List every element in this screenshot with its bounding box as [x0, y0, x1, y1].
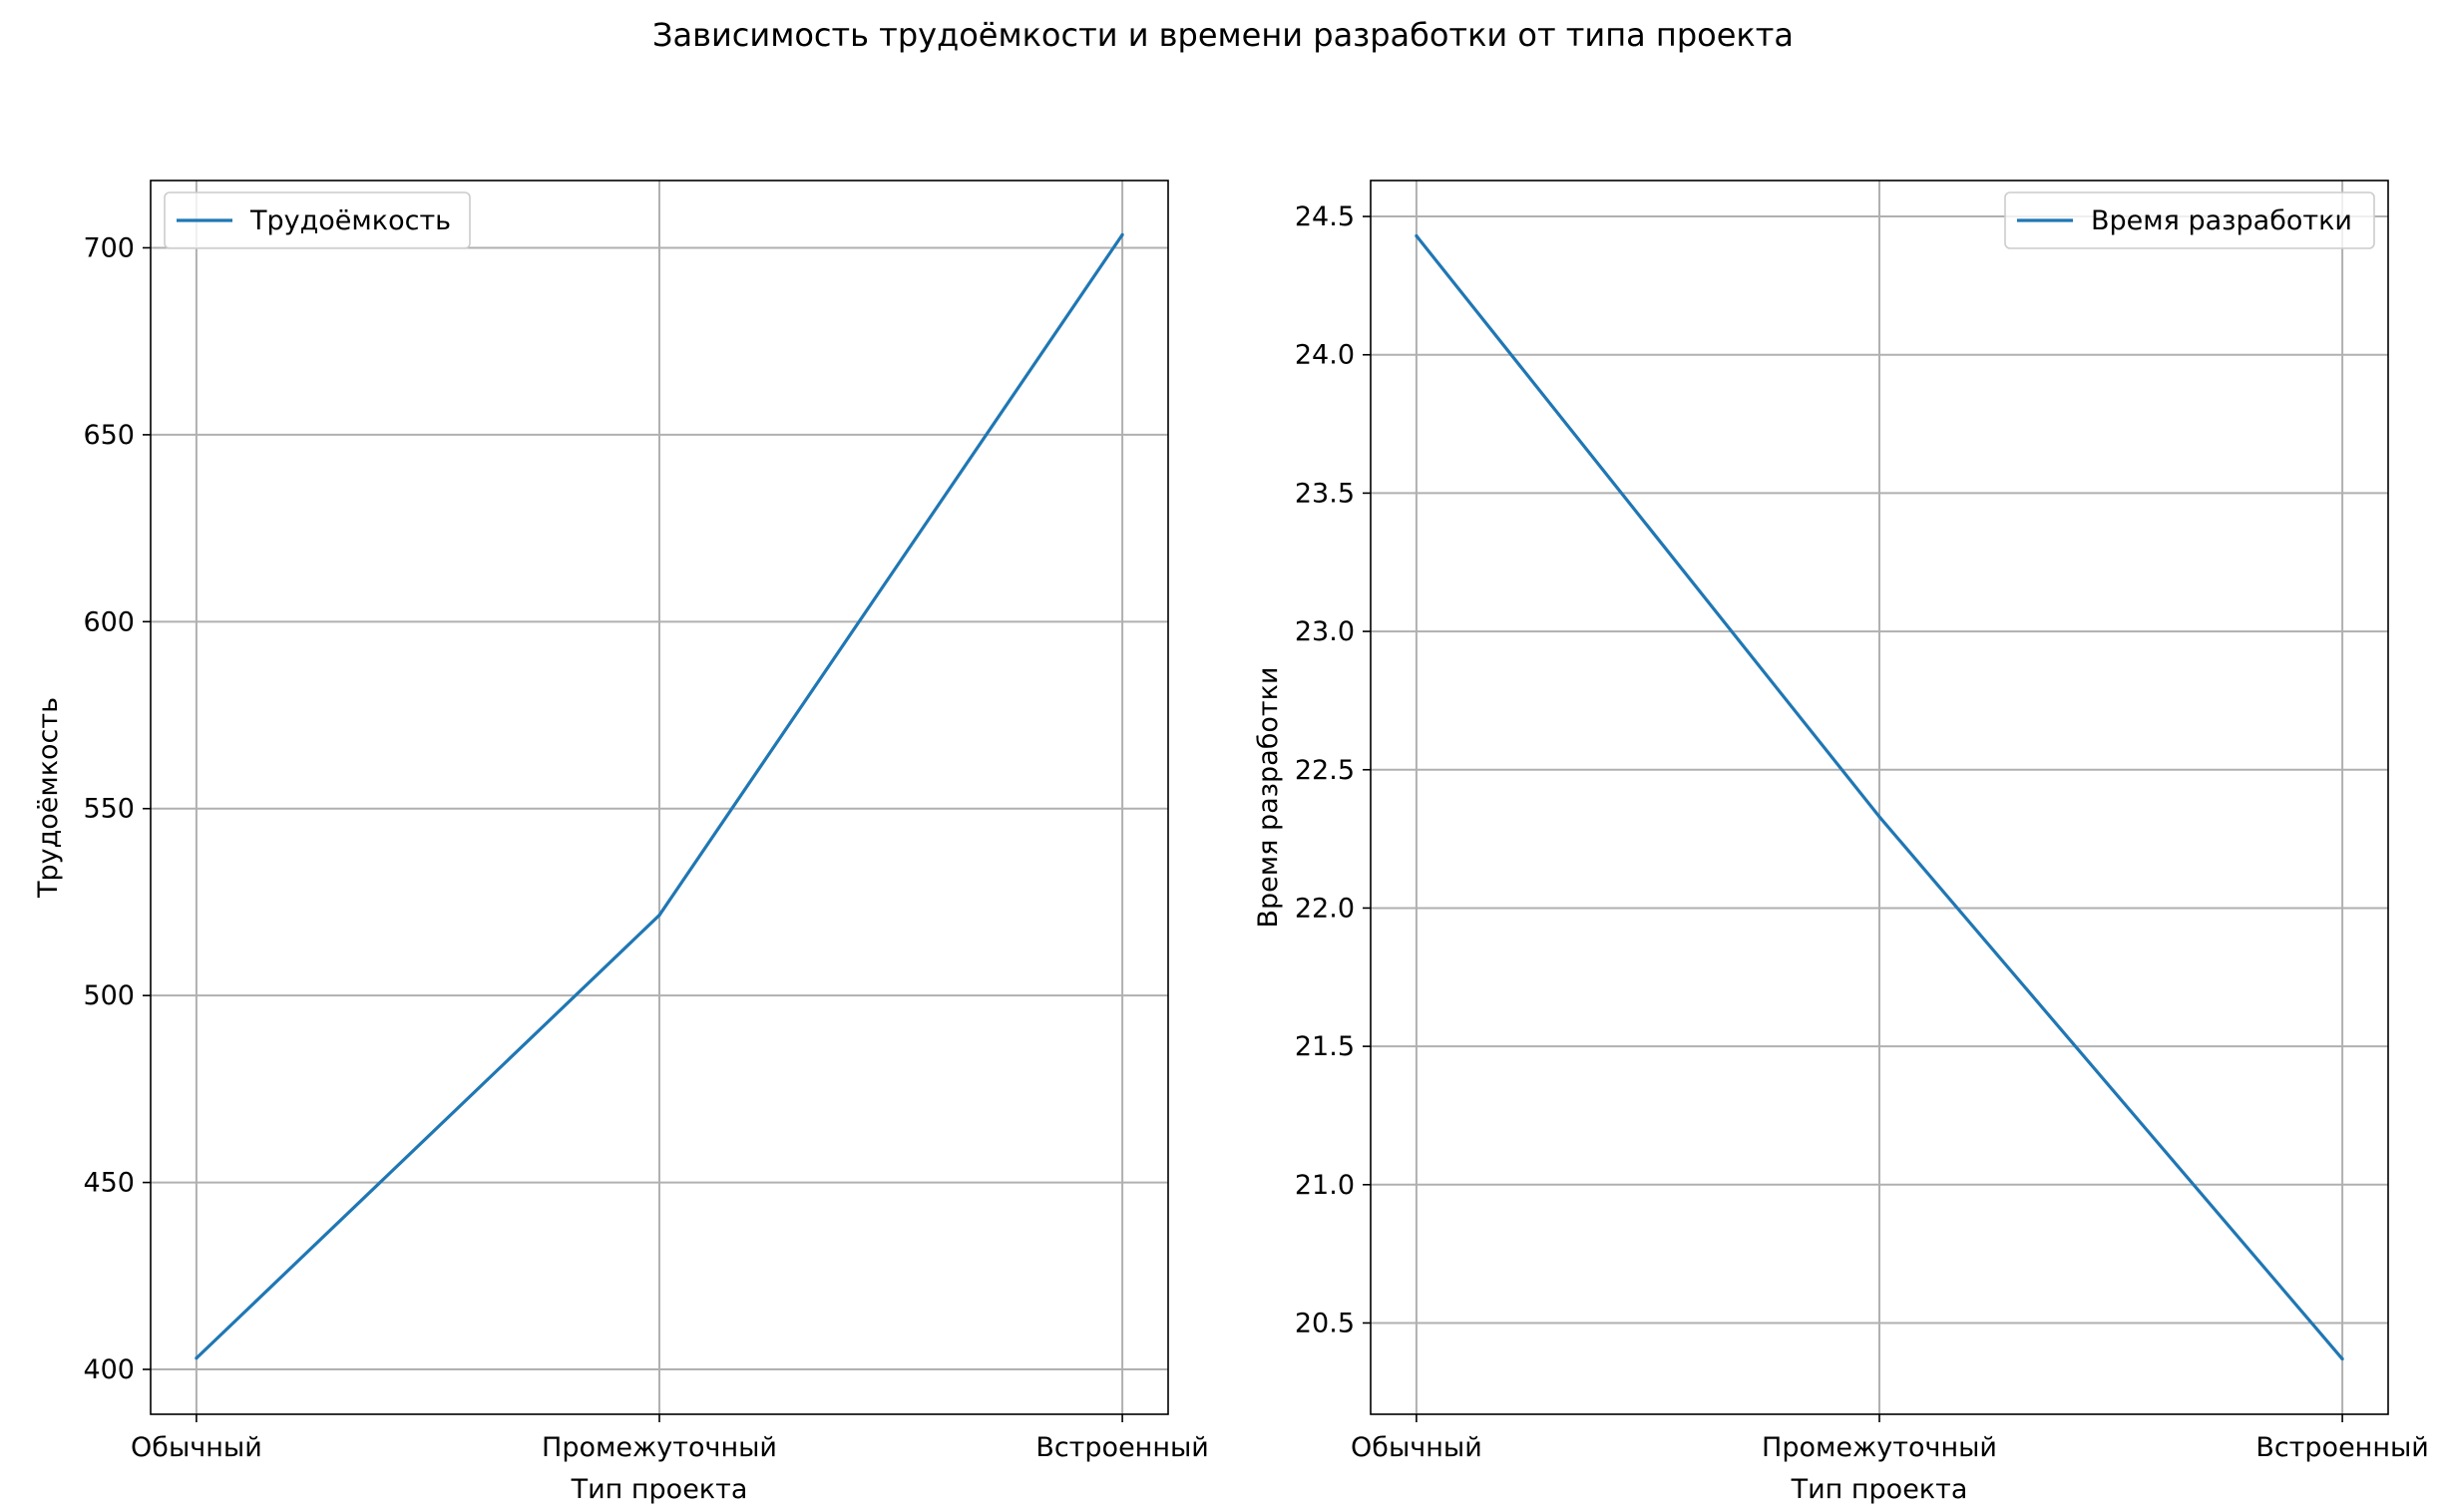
chart-title: Зависимость трудоёмкости и времени разра…: [652, 16, 1794, 54]
axes-frame: [1370, 180, 2389, 1415]
y-axis-label: Время разработки: [1253, 667, 1284, 929]
y-tick-label: 21.5: [1295, 1031, 1355, 1062]
data-point: [657, 913, 661, 918]
y-tick-label: 500: [83, 980, 135, 1011]
x-tick-label: Промежуточный: [542, 1432, 777, 1463]
axes-frame: [150, 180, 1169, 1415]
y-tick-label: 400: [83, 1354, 135, 1385]
legend: Время разработки: [2004, 191, 2375, 249]
data-point: [2340, 1356, 2344, 1361]
y-tick-label: 22.0: [1295, 893, 1355, 924]
x-tick-label: Промежуточный: [1762, 1432, 1997, 1463]
y-tick-label: 24.0: [1295, 340, 1355, 371]
x-tick-label: Обычный: [1351, 1432, 1482, 1463]
subplot-labor-intensity: Обычный Промежуточный Встроенный 400 450 500 5…: [33, 180, 1209, 1505]
legend-label: Время разработки: [2091, 205, 2352, 236]
legend: Трудоёмкость: [164, 191, 471, 249]
y-axis-label: Трудоёмкость: [33, 697, 64, 899]
data-point: [1120, 232, 1124, 236]
y-tick-label: 20.5: [1295, 1308, 1355, 1338]
legend-box: [2004, 191, 2375, 249]
y-tick-label: 24.5: [1295, 201, 1355, 232]
x-axis-label: Тип проекта: [571, 1474, 748, 1505]
x-tick-label: Встроенный: [1035, 1432, 1209, 1463]
data-point: [1415, 233, 1419, 238]
x-axis-label: Тип проекта: [1791, 1474, 1968, 1505]
subplot-development-time: Обычный Промежуточный Встроенный 20.5 21.0 21…: [1253, 180, 2429, 1505]
y-tick-label: 22.5: [1295, 755, 1355, 786]
legend-label: Трудоёмкость: [249, 205, 451, 236]
data-point: [195, 1356, 199, 1360]
data-point: [1877, 815, 1881, 819]
y-tick-label: 700: [83, 232, 135, 263]
y-tick-label: 450: [83, 1168, 135, 1199]
y-tick-label: 21.0: [1295, 1170, 1355, 1201]
y-tick-label: 550: [83, 794, 135, 825]
legend-box: [164, 191, 471, 249]
y-tick-label: 23.5: [1295, 478, 1355, 509]
y-tick-label: 23.0: [1295, 616, 1355, 647]
y-tick-label: 600: [83, 606, 135, 637]
x-tick-label: Обычный: [131, 1432, 262, 1463]
y-tick-label: 650: [83, 420, 135, 451]
x-tick-label: Встроенный: [2255, 1432, 2429, 1463]
